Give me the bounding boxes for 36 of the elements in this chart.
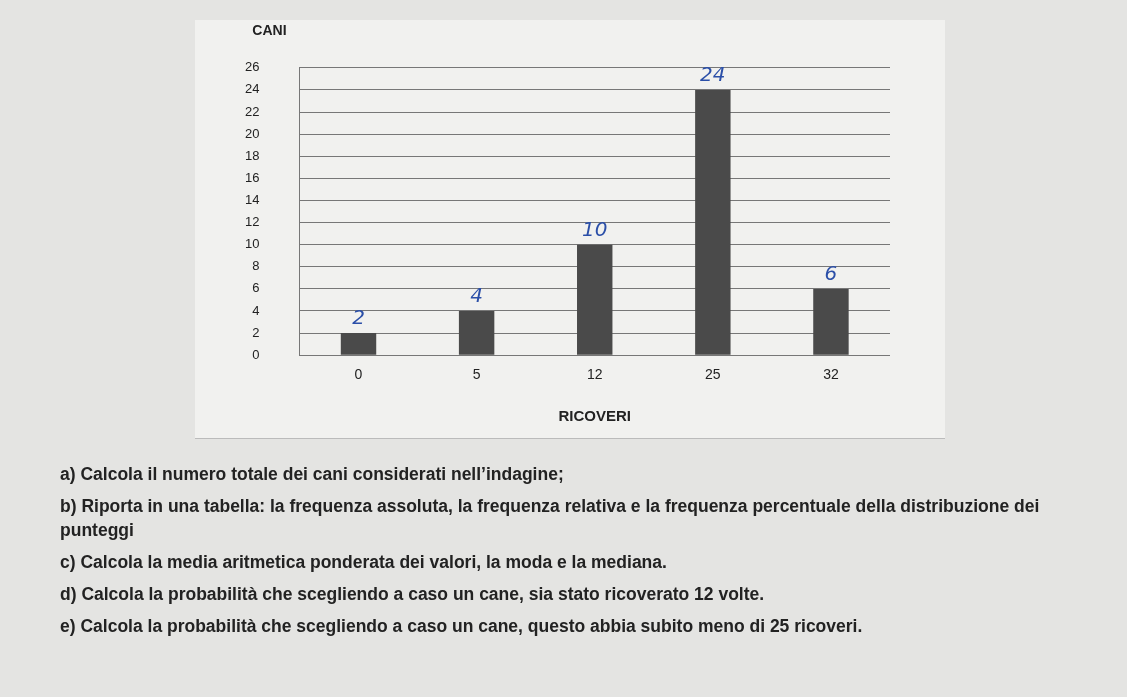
bar	[458, 310, 495, 355]
x-tick-label: 25	[705, 366, 721, 383]
y-tick-label: 18	[244, 147, 260, 163]
y-tick-label: 16	[244, 169, 260, 185]
bar	[695, 89, 731, 355]
x-axis-title: RICOVERI	[558, 407, 631, 425]
data-label: 2	[352, 305, 365, 330]
y-tick-label: 24	[244, 81, 260, 97]
text: e) Calcola la probabilità che scegliendo a caso un cane, questo abbia subito meno di 25 ricoveri.	[60, 615, 864, 638]
y-tick-label: 22	[244, 103, 260, 119]
y-tick-label: 6	[252, 280, 260, 296]
y-tick-label: 12	[244, 214, 260, 230]
text: a) Calcola il numero totale dei cani considerati nell’indagine;	[60, 463, 565, 486]
y-tick-label: 10	[244, 236, 260, 252]
x-tick-label: 5	[472, 366, 481, 383]
y-tick-label: 8	[252, 258, 260, 274]
y-tick-label: 0	[252, 346, 260, 362]
text: c) Calcola la media aritmetica ponderata dei valori, la moda e la mediana.	[60, 551, 668, 574]
x-tick-label: 12	[586, 366, 603, 383]
bar	[813, 288, 849, 355]
data-label: 24	[700, 62, 726, 87]
y-tick-label: 20	[244, 125, 260, 141]
x-tick-label: 32	[823, 366, 839, 383]
bar	[340, 333, 377, 355]
data-label: 10	[582, 216, 608, 241]
x-tick-label: 0	[354, 366, 363, 383]
text: d) Calcola la probabilità che scegliendo a caso un cane, sia stato ricoverato 12 volte.	[60, 583, 766, 606]
y-tick-label: 2	[252, 324, 260, 340]
data-label: 4	[470, 283, 483, 308]
y-tick-label: 14	[244, 192, 260, 208]
y-tick-label: 4	[252, 302, 260, 318]
data-label: 6	[824, 261, 838, 286]
text: b) Riporta in una tabella: la frequenza assoluta, la frequenza relativa e la frequenza percentuale della distribuzione dei punteggi	[60, 495, 1041, 542]
y-tick-label: 26	[244, 59, 260, 75]
bar	[577, 244, 613, 355]
y-axis-title: CANI	[252, 21, 287, 38]
